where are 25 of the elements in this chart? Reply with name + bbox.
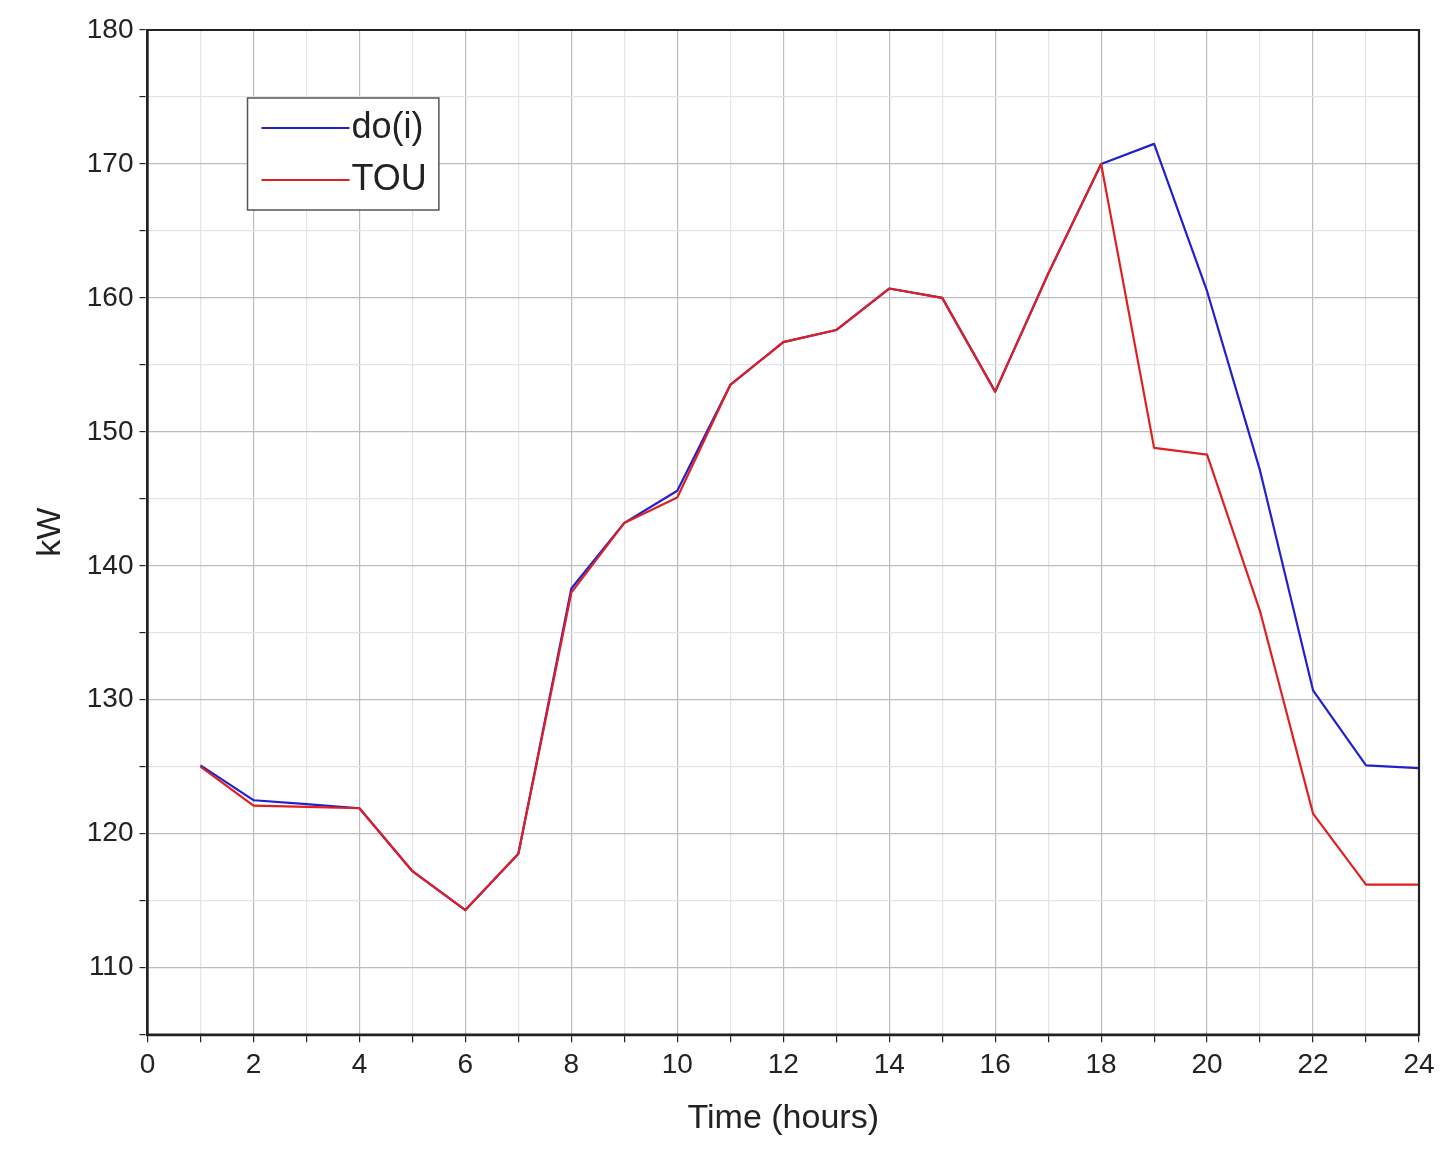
- x-tick-label: 18: [1085, 1048, 1117, 1080]
- y-tick-label: 130: [86, 682, 134, 714]
- legend-label: do(i): [351, 104, 424, 146]
- y-tick-label: 180: [86, 12, 134, 44]
- x-tick-label: 14: [873, 1048, 905, 1080]
- y-tick-label: 120: [86, 816, 134, 848]
- x-tick-label: 22: [1297, 1048, 1329, 1080]
- x-tick-label: 12: [767, 1048, 799, 1080]
- x-tick-label: 20: [1191, 1048, 1223, 1080]
- x-tick-label: 24: [1403, 1048, 1435, 1080]
- x-tick-label: 6: [457, 1048, 474, 1080]
- y-tick-label: 140: [86, 548, 134, 580]
- x-tick-label: 8: [563, 1048, 580, 1080]
- x-axis-title: Time (hours): [687, 1096, 879, 1135]
- x-tick-label: 0: [139, 1048, 156, 1080]
- y-tick-label: 170: [86, 146, 134, 178]
- y-axis-title: kW: [28, 507, 67, 557]
- x-tick-label: 16: [979, 1048, 1011, 1080]
- y-tick-label: 150: [86, 414, 134, 446]
- x-tick-label: 2: [245, 1048, 262, 1080]
- x-tick-label: 10: [661, 1048, 693, 1080]
- y-tick-label: 110: [88, 950, 134, 982]
- legend-label: TOU: [351, 156, 427, 198]
- x-tick-label: 4: [351, 1048, 368, 1080]
- y-tick-label: 160: [86, 280, 134, 312]
